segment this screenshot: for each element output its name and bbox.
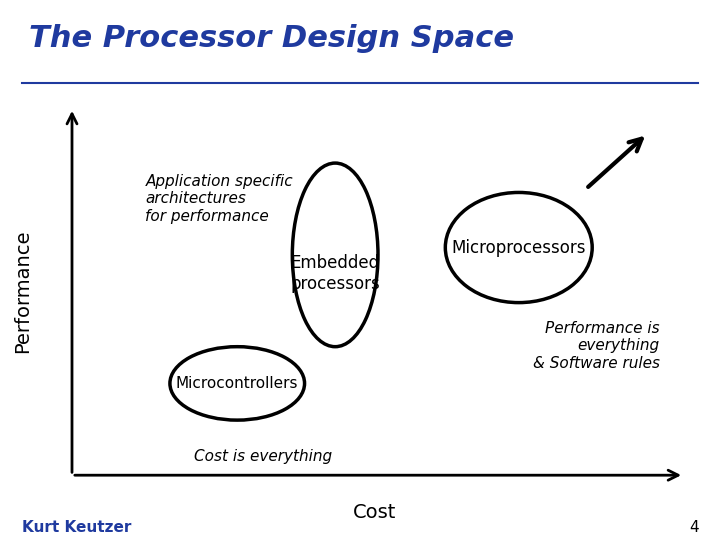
Text: Microprocessors: Microprocessors [451,239,586,256]
Text: Application specific
architectures
for performance: Application specific architectures for p… [145,174,293,224]
Text: Kurt Keutzer: Kurt Keutzer [22,519,131,535]
Text: 4: 4 [689,519,698,535]
Text: Performance: Performance [14,230,32,353]
Text: The Processor Design Space: The Processor Design Space [29,24,514,53]
Text: Cost: Cost [353,503,396,523]
Text: Embedded
processors: Embedded processors [290,254,380,293]
Text: Microcontrollers: Microcontrollers [176,376,299,391]
Text: Cost is everything: Cost is everything [194,449,333,464]
Text: Performance is
everything
& Software rules: Performance is everything & Software rul… [533,321,660,371]
